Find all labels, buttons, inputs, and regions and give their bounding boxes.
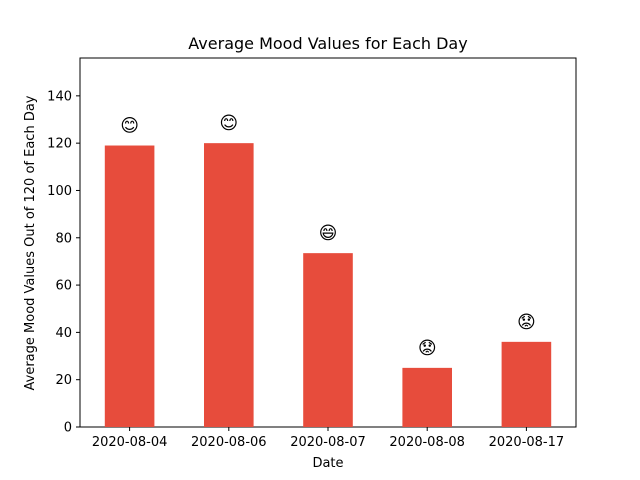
y-tick-label: 120 (47, 137, 72, 152)
y-tick-label: 40 (55, 326, 72, 341)
x-axis-title: Date (312, 456, 343, 471)
x-tick-label: 2020-08-04 (92, 435, 168, 450)
x-tick-label: 2020-08-08 (389, 435, 465, 450)
x-tick-label: 2020-08-06 (191, 435, 267, 450)
y-axis-title: Average Mood Values Out of 120 of Each D… (23, 95, 38, 390)
bars (104, 143, 552, 427)
x-axis: 2020-08-04 2020-08-06 2020-08-07 2020-08-08… (92, 427, 564, 450)
annotation-2020-08-07: 😄 (319, 223, 338, 244)
y-tick-label: 0 (64, 421, 72, 436)
bar-2020-08-07 (303, 253, 353, 427)
bar-2020-08-04 (104, 145, 155, 427)
y-tick-label: 100 (47, 184, 72, 199)
annotation-2020-08-06: 😊 (219, 113, 238, 134)
y-axis: 0 20 40 60 80 100 120 140 (47, 89, 80, 436)
y-tick-label: 20 (55, 373, 72, 388)
annotation-2020-08-04: 😊 (120, 116, 139, 137)
bar-annotations: 😊 😊 😄 😟 😟 (120, 113, 536, 359)
y-tick-label: 80 (55, 231, 72, 246)
bar-2020-08-08 (402, 367, 452, 427)
chart-title: Average Mood Values for Each Day (188, 34, 467, 53)
x-tick-label: 2020-08-17 (489, 435, 565, 450)
bar-2020-08-17 (501, 341, 552, 427)
annotation-2020-08-17: 😟 (517, 312, 536, 333)
y-tick-label: 140 (47, 89, 72, 104)
bar-2020-08-06 (204, 143, 254, 427)
x-tick-label: 2020-08-07 (290, 435, 366, 450)
annotation-2020-08-08: 😟 (418, 338, 437, 359)
y-tick-label: 60 (55, 279, 72, 294)
